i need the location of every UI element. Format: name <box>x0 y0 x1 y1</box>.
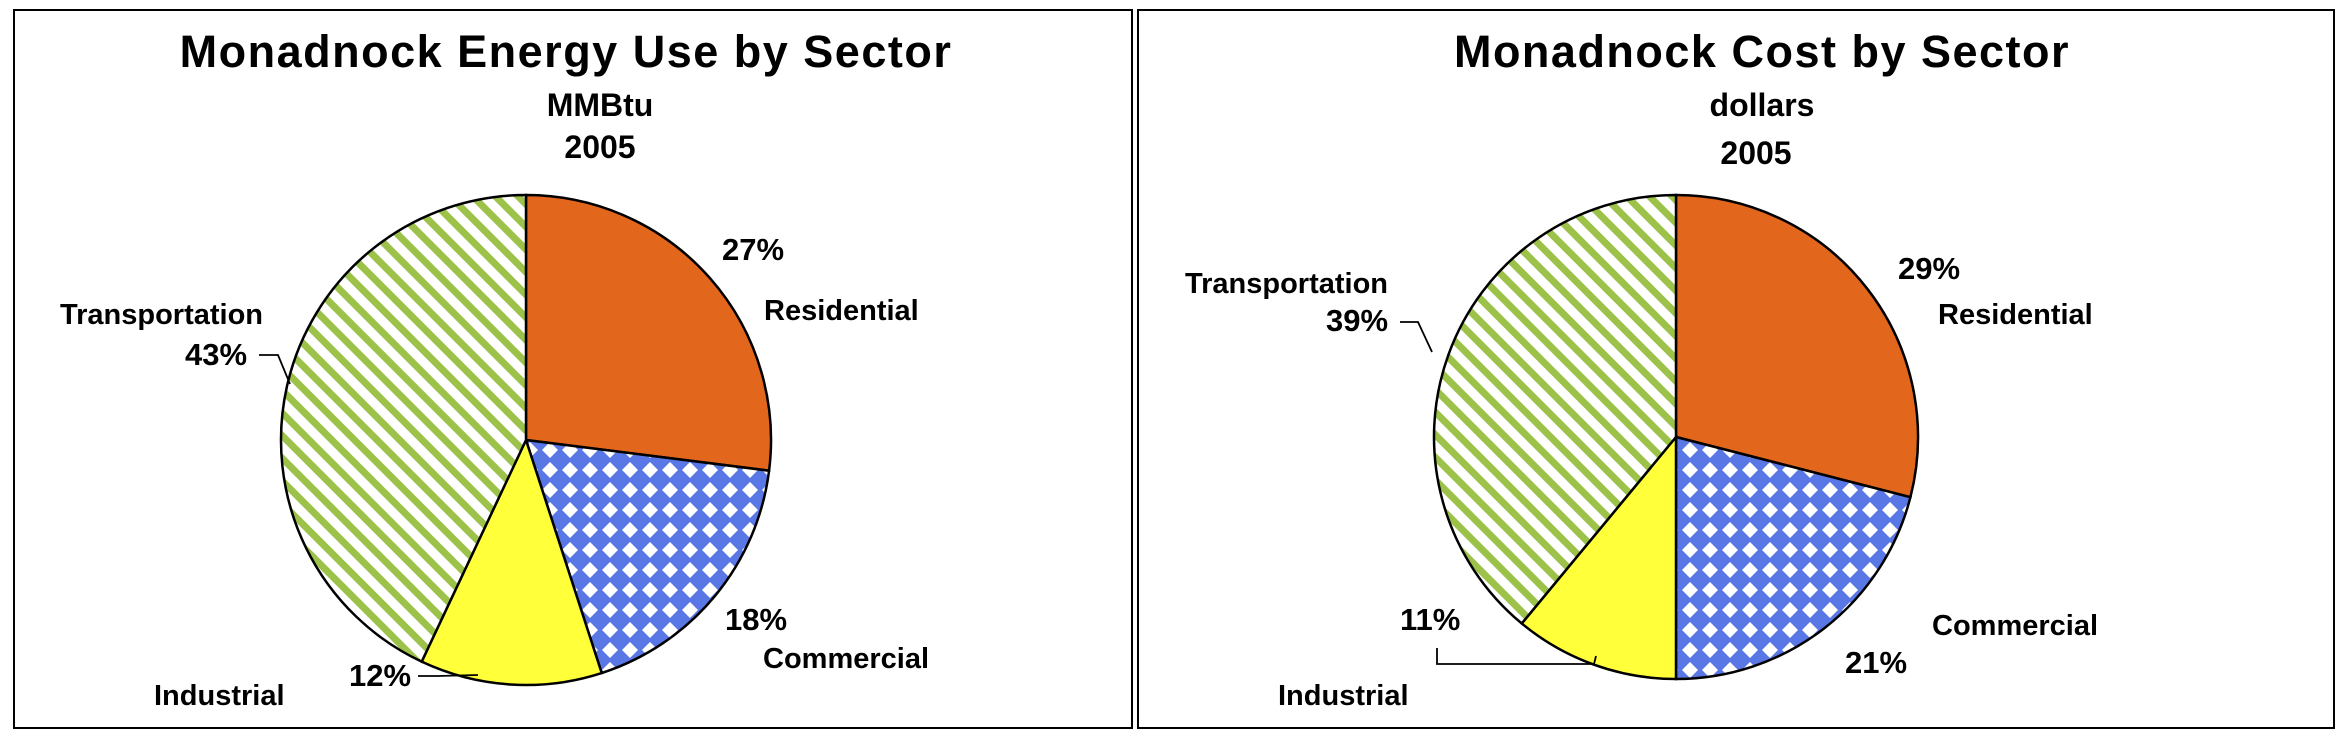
chart-title: Monadnock Cost by Sector <box>1454 26 2070 77</box>
slice-label-industrial: Industrial <box>1278 680 1409 712</box>
slice-label-residential: Residential <box>1938 299 2093 331</box>
slice-percent-industrial: 11% <box>1400 602 1460 637</box>
slice-percent-industrial: 12% <box>349 658 411 693</box>
chart-title: Monadnock Energy Use by Sector <box>180 26 953 77</box>
slice-percent-commercial: 18% <box>725 602 787 637</box>
cost-chart: Monadnock Cost by Sector dollars 2005 29… <box>1185 26 2098 712</box>
pie-slice-transportation <box>1432 193 1678 626</box>
slice-label-transportation: Transportation <box>1185 268 1388 300</box>
slice-percent-commercial: 21% <box>1845 645 1907 680</box>
slice-label-transportation: Transportation <box>60 299 263 331</box>
slice-percent-transportation: 43% <box>185 337 247 372</box>
slice-label-commercial: Commercial <box>1932 610 2098 642</box>
pie-slice-residential <box>1674 193 1920 499</box>
chart-subtitle-year: 2005 <box>564 129 635 165</box>
leader-line-industrial <box>1436 648 1597 665</box>
pie-slice-commercial <box>1674 435 1912 681</box>
leader-line-transportation <box>259 354 291 385</box>
pie-energy-use <box>279 193 773 687</box>
chart-subtitle-unit: dollars <box>1710 87 1815 123</box>
left-panel-frame <box>13 9 1133 729</box>
slice-label-commercial: Commercial <box>763 643 929 675</box>
pie-slice-residential <box>524 193 773 473</box>
pie-slice-transportation <box>279 193 528 664</box>
pie-slice-industrial <box>420 436 604 687</box>
slice-percent-residential: 29% <box>1898 251 1960 286</box>
pie-slice-commercial <box>524 438 771 675</box>
slice-label-industrial: Industrial <box>154 680 285 712</box>
leader-line-transportation <box>1400 321 1433 353</box>
right-panel-frame <box>1137 9 2335 729</box>
slice-label-residential: Residential <box>764 295 919 327</box>
slice-percent-residential: 27% <box>722 232 784 267</box>
energy-use-chart: Monadnock Energy Use by Sector MMBtu 200… <box>60 26 953 712</box>
slice-percent-transportation: 39% <box>1326 303 1388 338</box>
leader-line-industrial <box>418 674 479 677</box>
chart-subtitle-year: 2005 <box>1720 135 1791 171</box>
chart-subtitle-unit: MMBtu <box>547 87 654 123</box>
pie-cost <box>1432 193 1920 681</box>
